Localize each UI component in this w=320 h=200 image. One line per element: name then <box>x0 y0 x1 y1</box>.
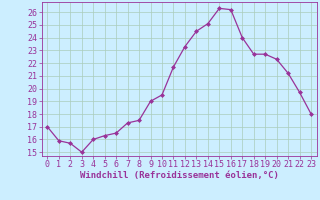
X-axis label: Windchill (Refroidissement éolien,°C): Windchill (Refroidissement éolien,°C) <box>80 171 279 180</box>
